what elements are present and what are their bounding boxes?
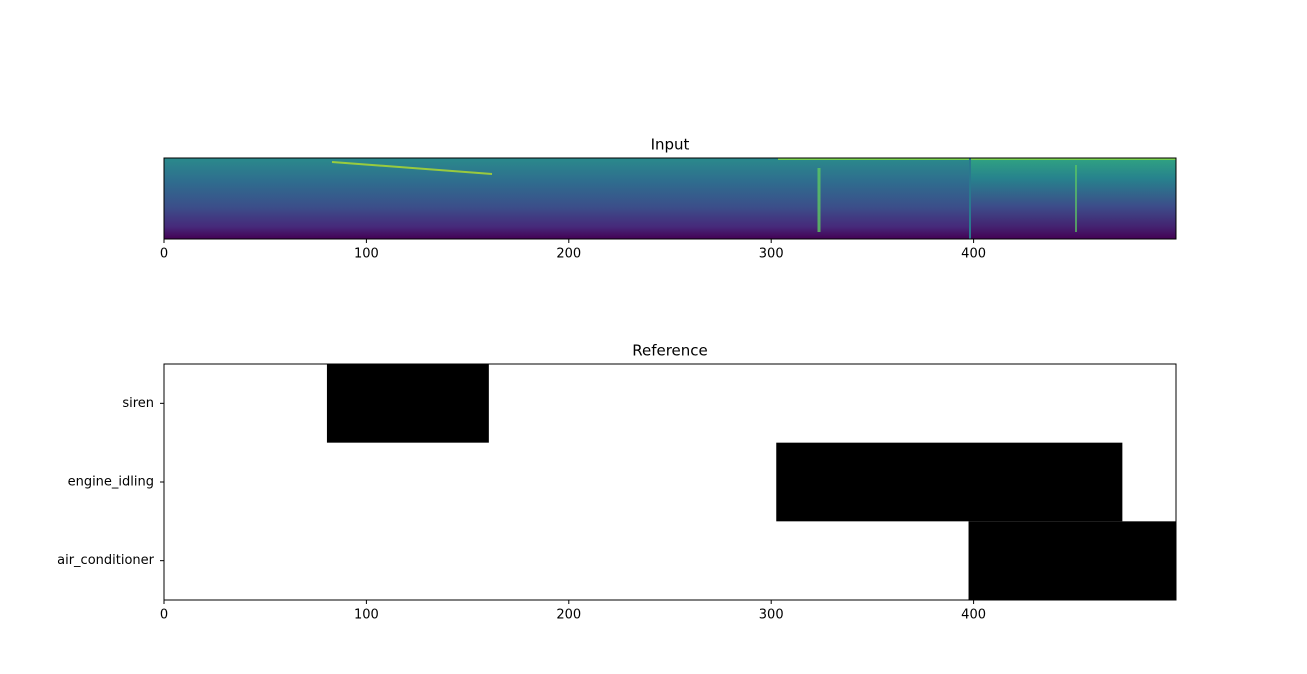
x-tick-label: 200 (556, 608, 581, 623)
x-tick-label: 0 (160, 608, 168, 623)
axes-frame (163, 157, 1177, 240)
x-tick-label: 300 (759, 247, 784, 262)
axes-frame (163, 363, 1177, 601)
y-tick-label: air_conditioner (57, 553, 155, 568)
x-tick-label: 100 (354, 608, 379, 623)
spectrogram-image (164, 158, 1176, 239)
y-tick-label: siren (122, 396, 154, 411)
x-tick-label: 100 (354, 247, 379, 262)
x-tick-label: 400 (961, 247, 986, 262)
x-tick-label: 200 (556, 247, 581, 262)
y-tick-label: engine_idling (68, 475, 154, 490)
event (776, 442, 1123, 522)
x-tick-label: 0 (160, 247, 168, 262)
event (326, 364, 489, 443)
chart-title: Input (651, 136, 690, 154)
chart-title: Reference (632, 342, 708, 360)
x-tick-label: 400 (961, 608, 986, 623)
event (968, 521, 1176, 600)
x-tick-label: 300 (759, 608, 784, 623)
